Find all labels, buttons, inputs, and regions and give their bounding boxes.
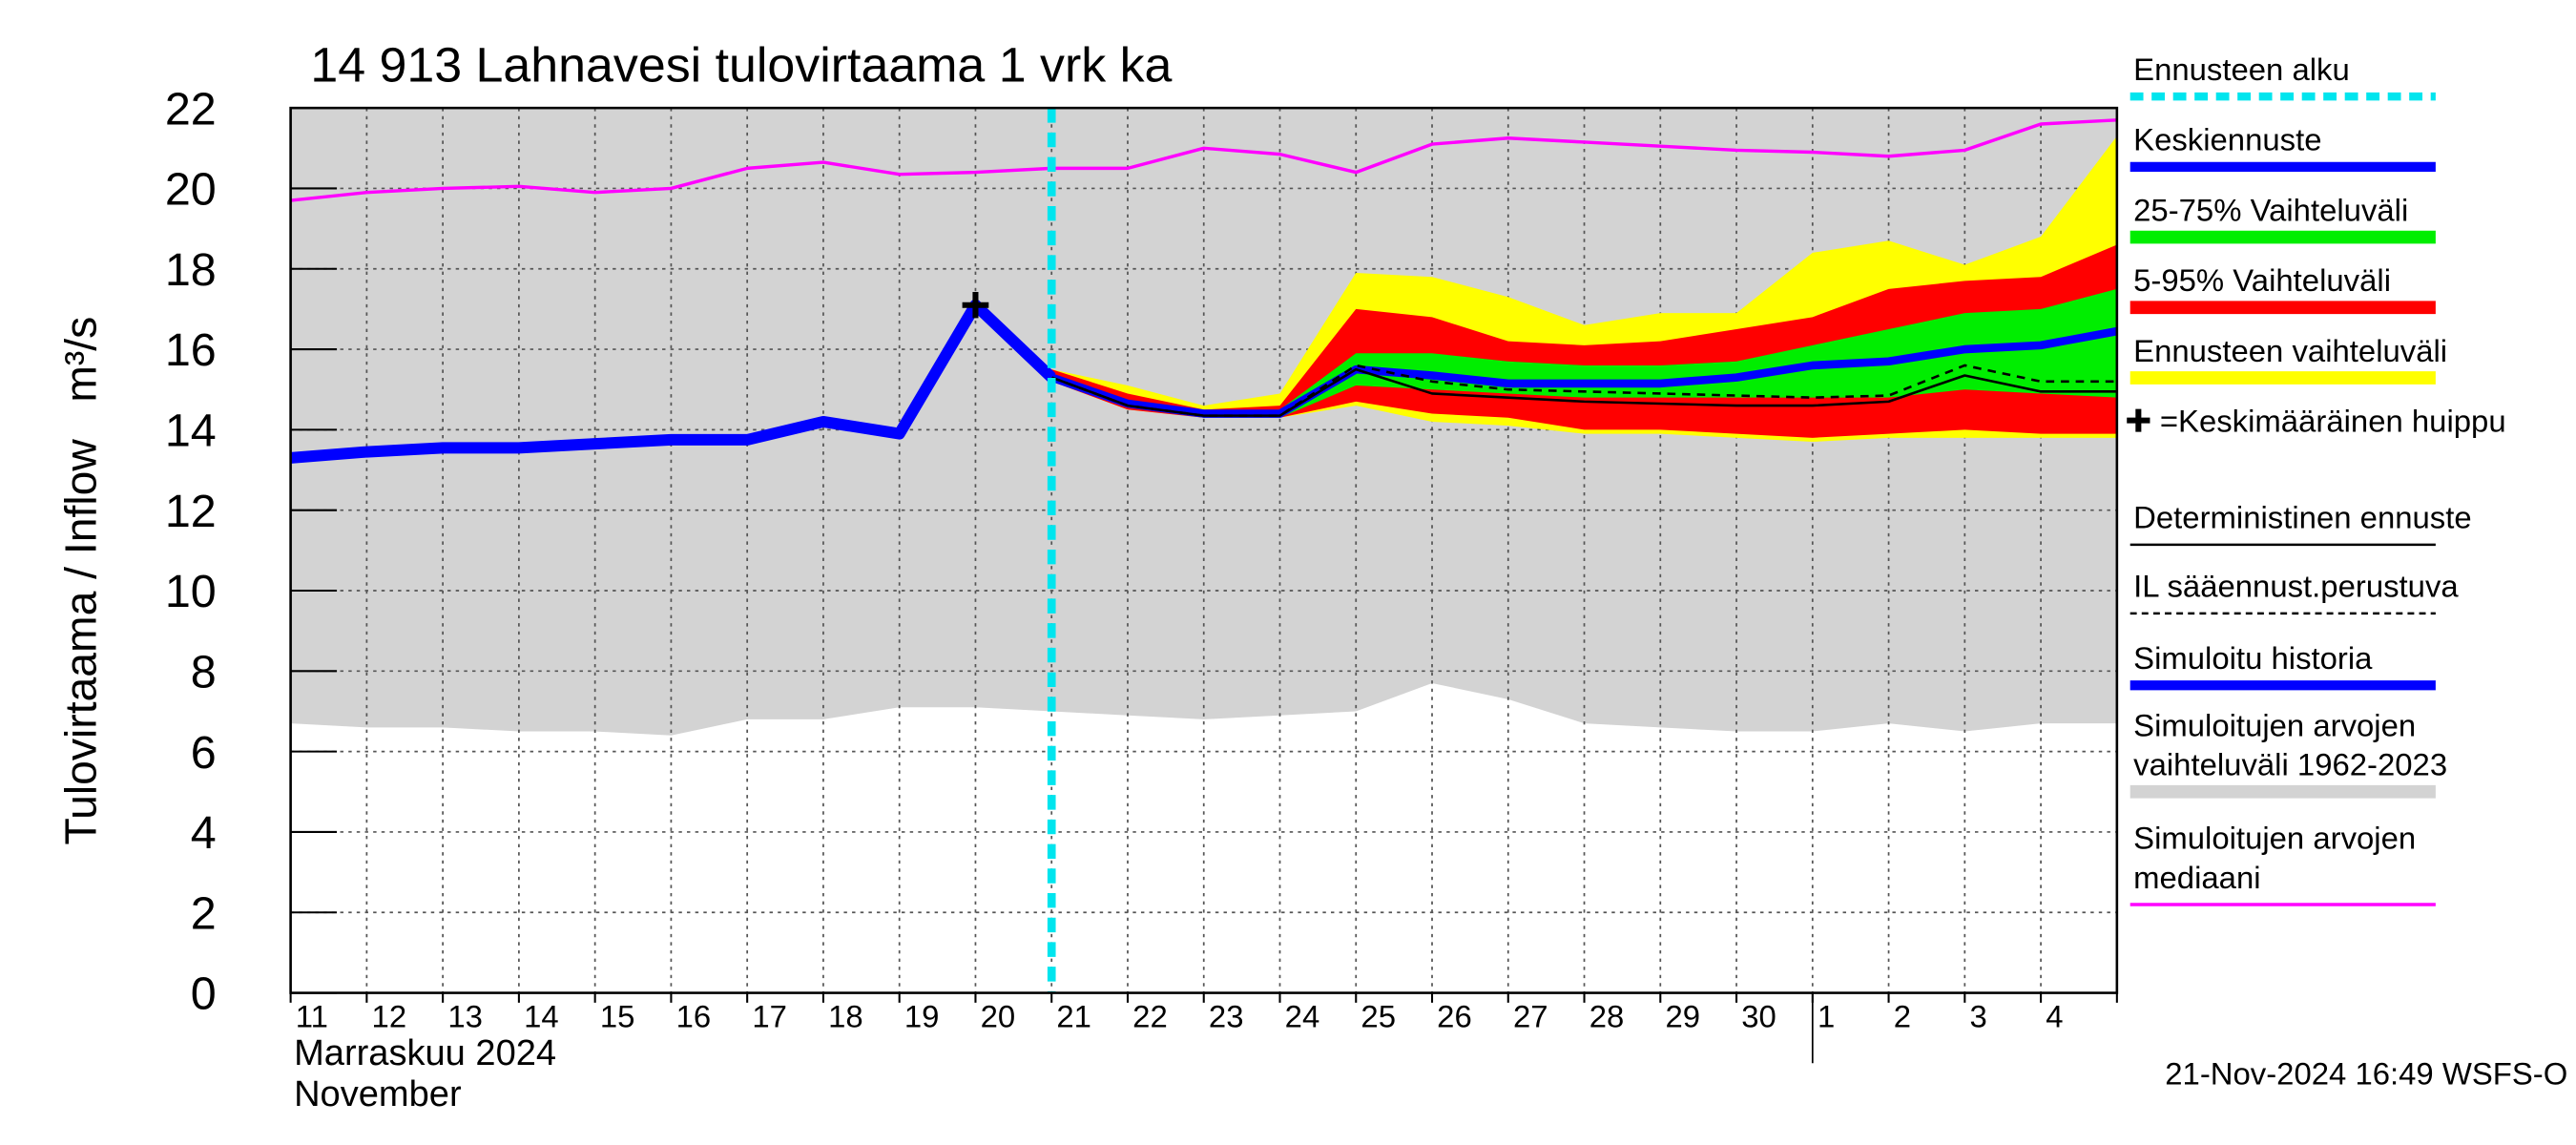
x-tick-label: 25 [1361, 999, 1396, 1034]
legend-label: =Keskimääräinen huippu [2160, 404, 2506, 439]
x-tick-label: 14 [524, 999, 559, 1034]
x-tick-label: 24 [1285, 999, 1320, 1034]
x-tick-label: 23 [1209, 999, 1244, 1034]
x-tick-label: 1 [1818, 999, 1835, 1034]
x-tick-label: 2 [1894, 999, 1911, 1034]
x-tick-label: 3 [1970, 999, 1987, 1034]
line [1050, 364, 2117, 417]
y-tick-label: 0 [191, 968, 217, 1020]
x-tick-label: 16 [676, 999, 712, 1034]
x-tick-label: 15 [600, 999, 635, 1034]
line [290, 118, 2117, 202]
y-tick-label: 4 [191, 807, 217, 859]
y-tick-label: 14 [165, 406, 217, 457]
line [290, 299, 1056, 464]
x-tick-label: 21 [1056, 999, 1091, 1034]
band [1051, 288, 2117, 418]
x-tick-label: 12 [372, 999, 407, 1034]
y-tick-label: 22 [165, 83, 217, 135]
legend-label: 5-95% Vaihteluväli [2133, 262, 2391, 298]
legend-label: 25-75% Vaihteluväli [2133, 193, 2408, 228]
y-tick-label: 12 [165, 486, 217, 537]
x-tick-label: 30 [1741, 999, 1776, 1034]
peak-marker [962, 291, 989, 319]
y-tick-label: 18 [165, 244, 217, 296]
timestamp: 21-Nov-2024 16:49 WSFS-O [2165, 1056, 2567, 1092]
legend: Ennusteen alku Keskiennuste 25-75% Vaihtel… [2127, 52, 2506, 906]
x-tick-label: 18 [828, 999, 863, 1034]
legend-label: Simuloitujen arvojen vaihteluväli 1962-20… [2133, 708, 2447, 782]
chart-title: 14 913 Lahnavesi tulovirtaama 1 vrk ka [310, 37, 1172, 93]
legend-label: Ennusteen alku [2133, 52, 2350, 87]
legend-label: Simuloitujen arvojen mediaani [2133, 821, 2416, 895]
x-tick-label: 26 [1437, 999, 1472, 1034]
x-tick-label: 4 [2046, 999, 2063, 1034]
x-tick-label: 28 [1589, 999, 1625, 1034]
legend-label: Simuloitu historia [2133, 640, 2373, 676]
y-tick-label: 8 [191, 647, 217, 698]
legend-label: IL sääennust.perustuva [2133, 569, 2459, 604]
x-axis-label: November [294, 1074, 462, 1114]
x-tick-label: 11 [296, 999, 328, 1034]
y-tick-label: 10 [165, 566, 217, 617]
x-tick-label: 20 [981, 999, 1016, 1034]
x-tick-label: 19 [904, 999, 940, 1034]
legend-label: Ennusteen vaihteluväli [2133, 333, 2447, 368]
line [1049, 326, 2117, 418]
y-axis-label: Tulovirtaama / Inflow m³/s [55, 317, 105, 845]
x-tick-label: 13 [447, 999, 483, 1034]
legend-marker [2127, 408, 2150, 432]
y-tick-label: 20 [165, 164, 217, 216]
legend-label: Keskiennuste [2133, 122, 2321, 157]
legend-label: Deterministinen ennuste [2133, 500, 2472, 535]
x-tick-label: 27 [1513, 999, 1548, 1034]
x-tick-label: 29 [1665, 999, 1700, 1034]
y-tick-label: 16 [165, 324, 217, 376]
y-tick-label: 6 [191, 727, 217, 779]
plot [290, 108, 2117, 993]
x-tick-label: 22 [1132, 999, 1168, 1034]
x-tick-label: 17 [752, 999, 787, 1034]
x-axis-label: Marraskuu 2024 [294, 1033, 556, 1073]
y-tick-label: 2 [191, 888, 217, 940]
